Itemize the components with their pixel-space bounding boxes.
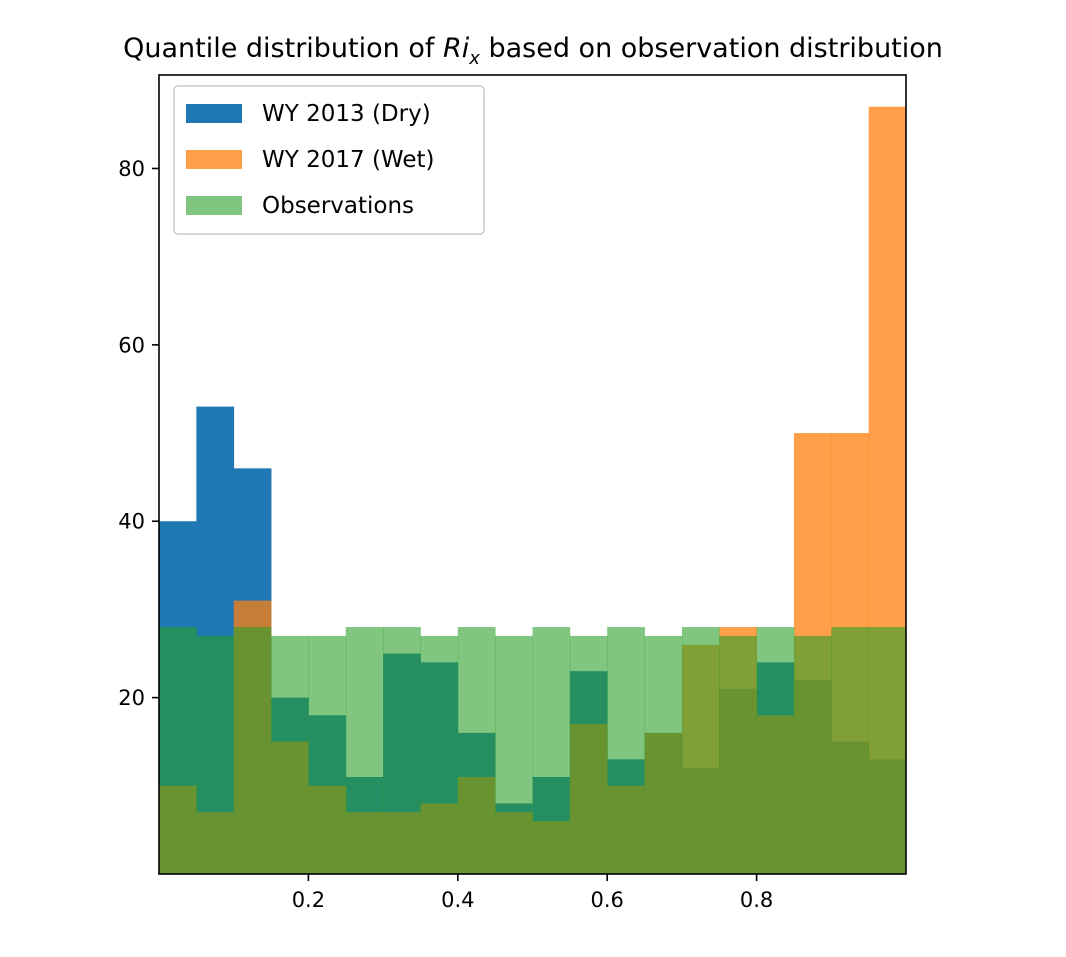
bar-series-3-bin-14	[644, 635, 683, 874]
legend-label-2: WY 2017 (Wet)	[262, 147, 434, 173]
bar-series-3-bin-8	[420, 635, 459, 874]
bar-series-3-bin-10	[495, 635, 533, 874]
chart-title: Quantile distribution of Rix based on ob…	[123, 33, 943, 69]
bar-series-3-bin-2	[196, 635, 235, 874]
bar-series-3-bin-1	[159, 627, 197, 874]
chart-title-variable: Ri	[443, 33, 470, 64]
y-tick-label-2: 40	[118, 510, 145, 534]
legend-box	[173, 85, 485, 235]
chart-title-suffix: based on observation distribution	[480, 33, 943, 64]
axes-frame	[158, 74, 907, 875]
chart-title-prefix: Quantile distribution of	[123, 33, 443, 64]
plot-area	[159, 106, 907, 874]
legend-swatch-1	[186, 104, 242, 123]
bar-series-3-bin-3	[233, 627, 272, 874]
bar-series-3-bin-12	[569, 635, 608, 874]
bar-series-3-bin-16	[719, 635, 757, 874]
y-tick-label-3: 60	[118, 333, 145, 357]
legend-label-1: WY 2013 (Dry)	[262, 101, 431, 127]
bar-series-3-bin-13	[607, 627, 645, 874]
bar-series-3-bin-5	[308, 635, 347, 874]
bar-series-3-bin-18	[793, 635, 832, 874]
legend: WY 2013 (Dry) WY 2017 (Wet) Observations	[173, 85, 485, 235]
series-3-bars	[159, 627, 907, 874]
bar-series-3-bin-15	[681, 627, 720, 874]
bar-series-3-bin-7	[383, 627, 421, 874]
bar-series-3-bin-20	[868, 627, 907, 874]
legend-swatch-2	[186, 150, 242, 169]
x-tick-label-1: 0.2	[292, 888, 325, 912]
bar-series-3-bin-9	[457, 627, 496, 874]
bar-series-3-bin-19	[831, 627, 870, 874]
bar-series-3-bin-11	[532, 627, 571, 874]
x-tick-label-3: 0.6	[590, 888, 623, 912]
y-tick-label-1: 20	[118, 686, 145, 710]
bar-series-3-bin-4	[271, 635, 309, 874]
bar-series-3-bin-6	[345, 627, 384, 874]
x-tick-label-4: 0.8	[740, 888, 773, 912]
axes: 0.2 0.4 0.6 0.8 20 40 60 80	[118, 74, 907, 912]
x-tick-label-2: 0.4	[441, 888, 474, 912]
legend-label-3: Observations	[262, 193, 414, 219]
chart-title-variable-subscript: x	[468, 48, 480, 69]
bar-series-3-bin-17	[756, 627, 795, 874]
legend-swatch-3	[186, 196, 242, 215]
y-tick-label-4: 80	[118, 157, 145, 181]
